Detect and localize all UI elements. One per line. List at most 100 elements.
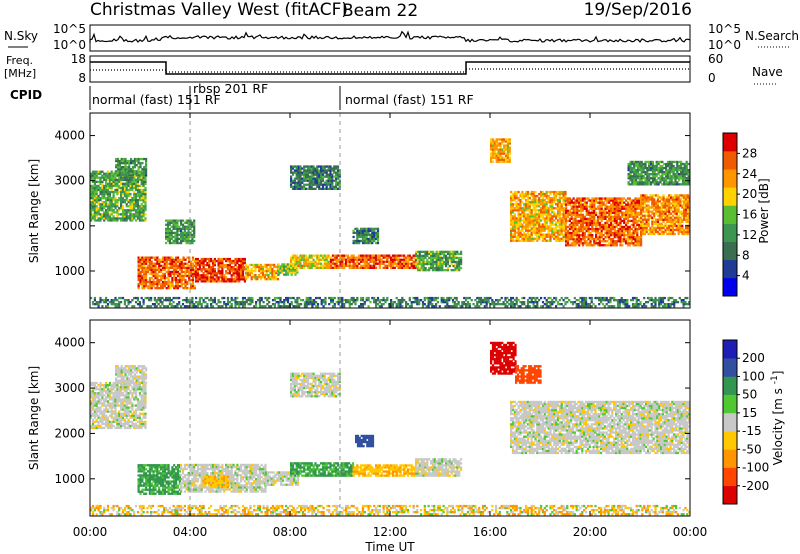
heatmap-cell — [448, 250, 451, 253]
heatmap-cell — [254, 267, 257, 271]
heatmap-cell — [93, 174, 96, 177]
heatmap-cell — [148, 260, 151, 263]
heatmap-cell — [380, 262, 383, 265]
heatmap-cell — [636, 205, 639, 208]
heatmap-cell — [627, 177, 630, 180]
heatmap-cell — [308, 177, 311, 180]
heatmap-cell — [103, 211, 106, 214]
heatmap-cell — [139, 280, 142, 284]
heatmap-cell — [490, 140, 493, 143]
heatmap-cell — [210, 259, 213, 263]
heatmap-cell — [277, 271, 280, 274]
heatmap-cell — [373, 231, 376, 234]
heatmap-cell — [613, 225, 616, 229]
heatmap-cell — [97, 213, 100, 216]
heatmap-cell — [610, 199, 613, 202]
heatmap-cell — [139, 262, 142, 265]
heatmap-cell — [139, 274, 142, 278]
heatmap-cell — [120, 199, 123, 202]
heatmap-cell — [583, 225, 586, 229]
heatmap-cell — [596, 231, 600, 235]
heatmap-cell — [688, 220, 690, 223]
heatmap-cell — [331, 177, 334, 180]
heatmap-cell — [619, 209, 622, 212]
heatmap-cell — [636, 166, 640, 170]
heatmap-cell — [435, 262, 438, 266]
heatmap-cell — [456, 264, 459, 268]
heatmap-cell — [99, 178, 102, 181]
heatmap-cell — [140, 219, 143, 222]
heatmap-cell — [621, 219, 624, 223]
heatmap-cell — [131, 215, 134, 218]
heatmap-cell — [576, 229, 579, 233]
heatmap-cell — [513, 213, 516, 216]
heatmap-cell — [305, 262, 308, 265]
heatmap-cell — [154, 274, 157, 278]
heatmap-cell — [677, 204, 680, 207]
heatmap-cell — [613, 236, 616, 239]
heatmap-cell — [386, 260, 389, 263]
heatmap-cell — [118, 199, 121, 202]
heatmap-cell — [106, 217, 110, 220]
heatmap-cell — [528, 225, 531, 228]
heatmap-cell — [547, 231, 550, 234]
heatmap-cell — [658, 210, 661, 213]
heatmap-cell — [144, 199, 147, 202]
heatmap-cell — [600, 217, 603, 220]
heatmap-cell — [560, 213, 563, 216]
heatmap-cell — [538, 215, 541, 218]
heatmap-cell — [556, 190, 560, 194]
heatmap-cell — [376, 241, 380, 245]
heatmap-cell — [178, 278, 181, 282]
heatmap-cell — [627, 164, 630, 168]
heatmap-cell — [91, 172, 95, 175]
heatmap-cell — [135, 203, 138, 206]
heatmap-cell — [591, 236, 594, 239]
heatmap-cell — [685, 226, 688, 230]
heatmap-cell — [180, 272, 183, 276]
heatmap-cell — [648, 169, 651, 172]
heatmap-cell — [136, 180, 140, 183]
heatmap-cell — [541, 199, 545, 202]
heatmap-cell — [141, 287, 144, 290]
heatmap-cell — [365, 256, 368, 259]
heatmap-cell — [139, 164, 142, 167]
heatmap-cell — [644, 162, 647, 166]
heatmap-cell — [665, 169, 668, 172]
heatmap-cell — [343, 262, 346, 265]
heatmap-cell — [238, 259, 241, 263]
heatmap-cell — [534, 209, 537, 212]
heatmap-cell — [526, 215, 530, 218]
heatmap-cell — [610, 244, 613, 247]
heatmap-cell — [673, 202, 676, 205]
heatmap-cell — [176, 233, 179, 236]
heatmap-cell — [167, 278, 170, 282]
heatmap-cell — [685, 220, 688, 223]
heatmap-cell — [528, 203, 531, 206]
heatmap-cell — [646, 160, 649, 164]
heatmap-cell — [647, 224, 650, 227]
heatmap-cell — [382, 262, 385, 265]
heatmap-cell — [335, 167, 338, 170]
heatmap-cell — [651, 220, 654, 223]
heatmap-cell — [633, 166, 636, 170]
heatmap-cell — [560, 205, 563, 208]
heatmap-cell — [629, 171, 632, 174]
heatmap-cell — [181, 219, 185, 222]
heatmap-cell — [335, 256, 338, 259]
heatmap-cell — [312, 167, 315, 170]
heatmap-cell — [171, 278, 174, 282]
heatmap-cell — [650, 166, 653, 170]
heatmap-cell — [190, 287, 193, 290]
heatmap-cell — [144, 203, 147, 206]
heatmap-cell — [553, 231, 556, 234]
heatmap-cell — [604, 244, 607, 247]
heatmap-cell — [121, 209, 125, 212]
heatmap-cell — [646, 175, 649, 178]
heatmap-cell — [655, 218, 658, 221]
heatmap-cell — [279, 269, 282, 272]
heatmap-cell — [521, 194, 524, 198]
heatmap-cell — [142, 205, 145, 208]
heatmap-cell — [578, 238, 581, 241]
heatmap-cell — [196, 270, 200, 273]
